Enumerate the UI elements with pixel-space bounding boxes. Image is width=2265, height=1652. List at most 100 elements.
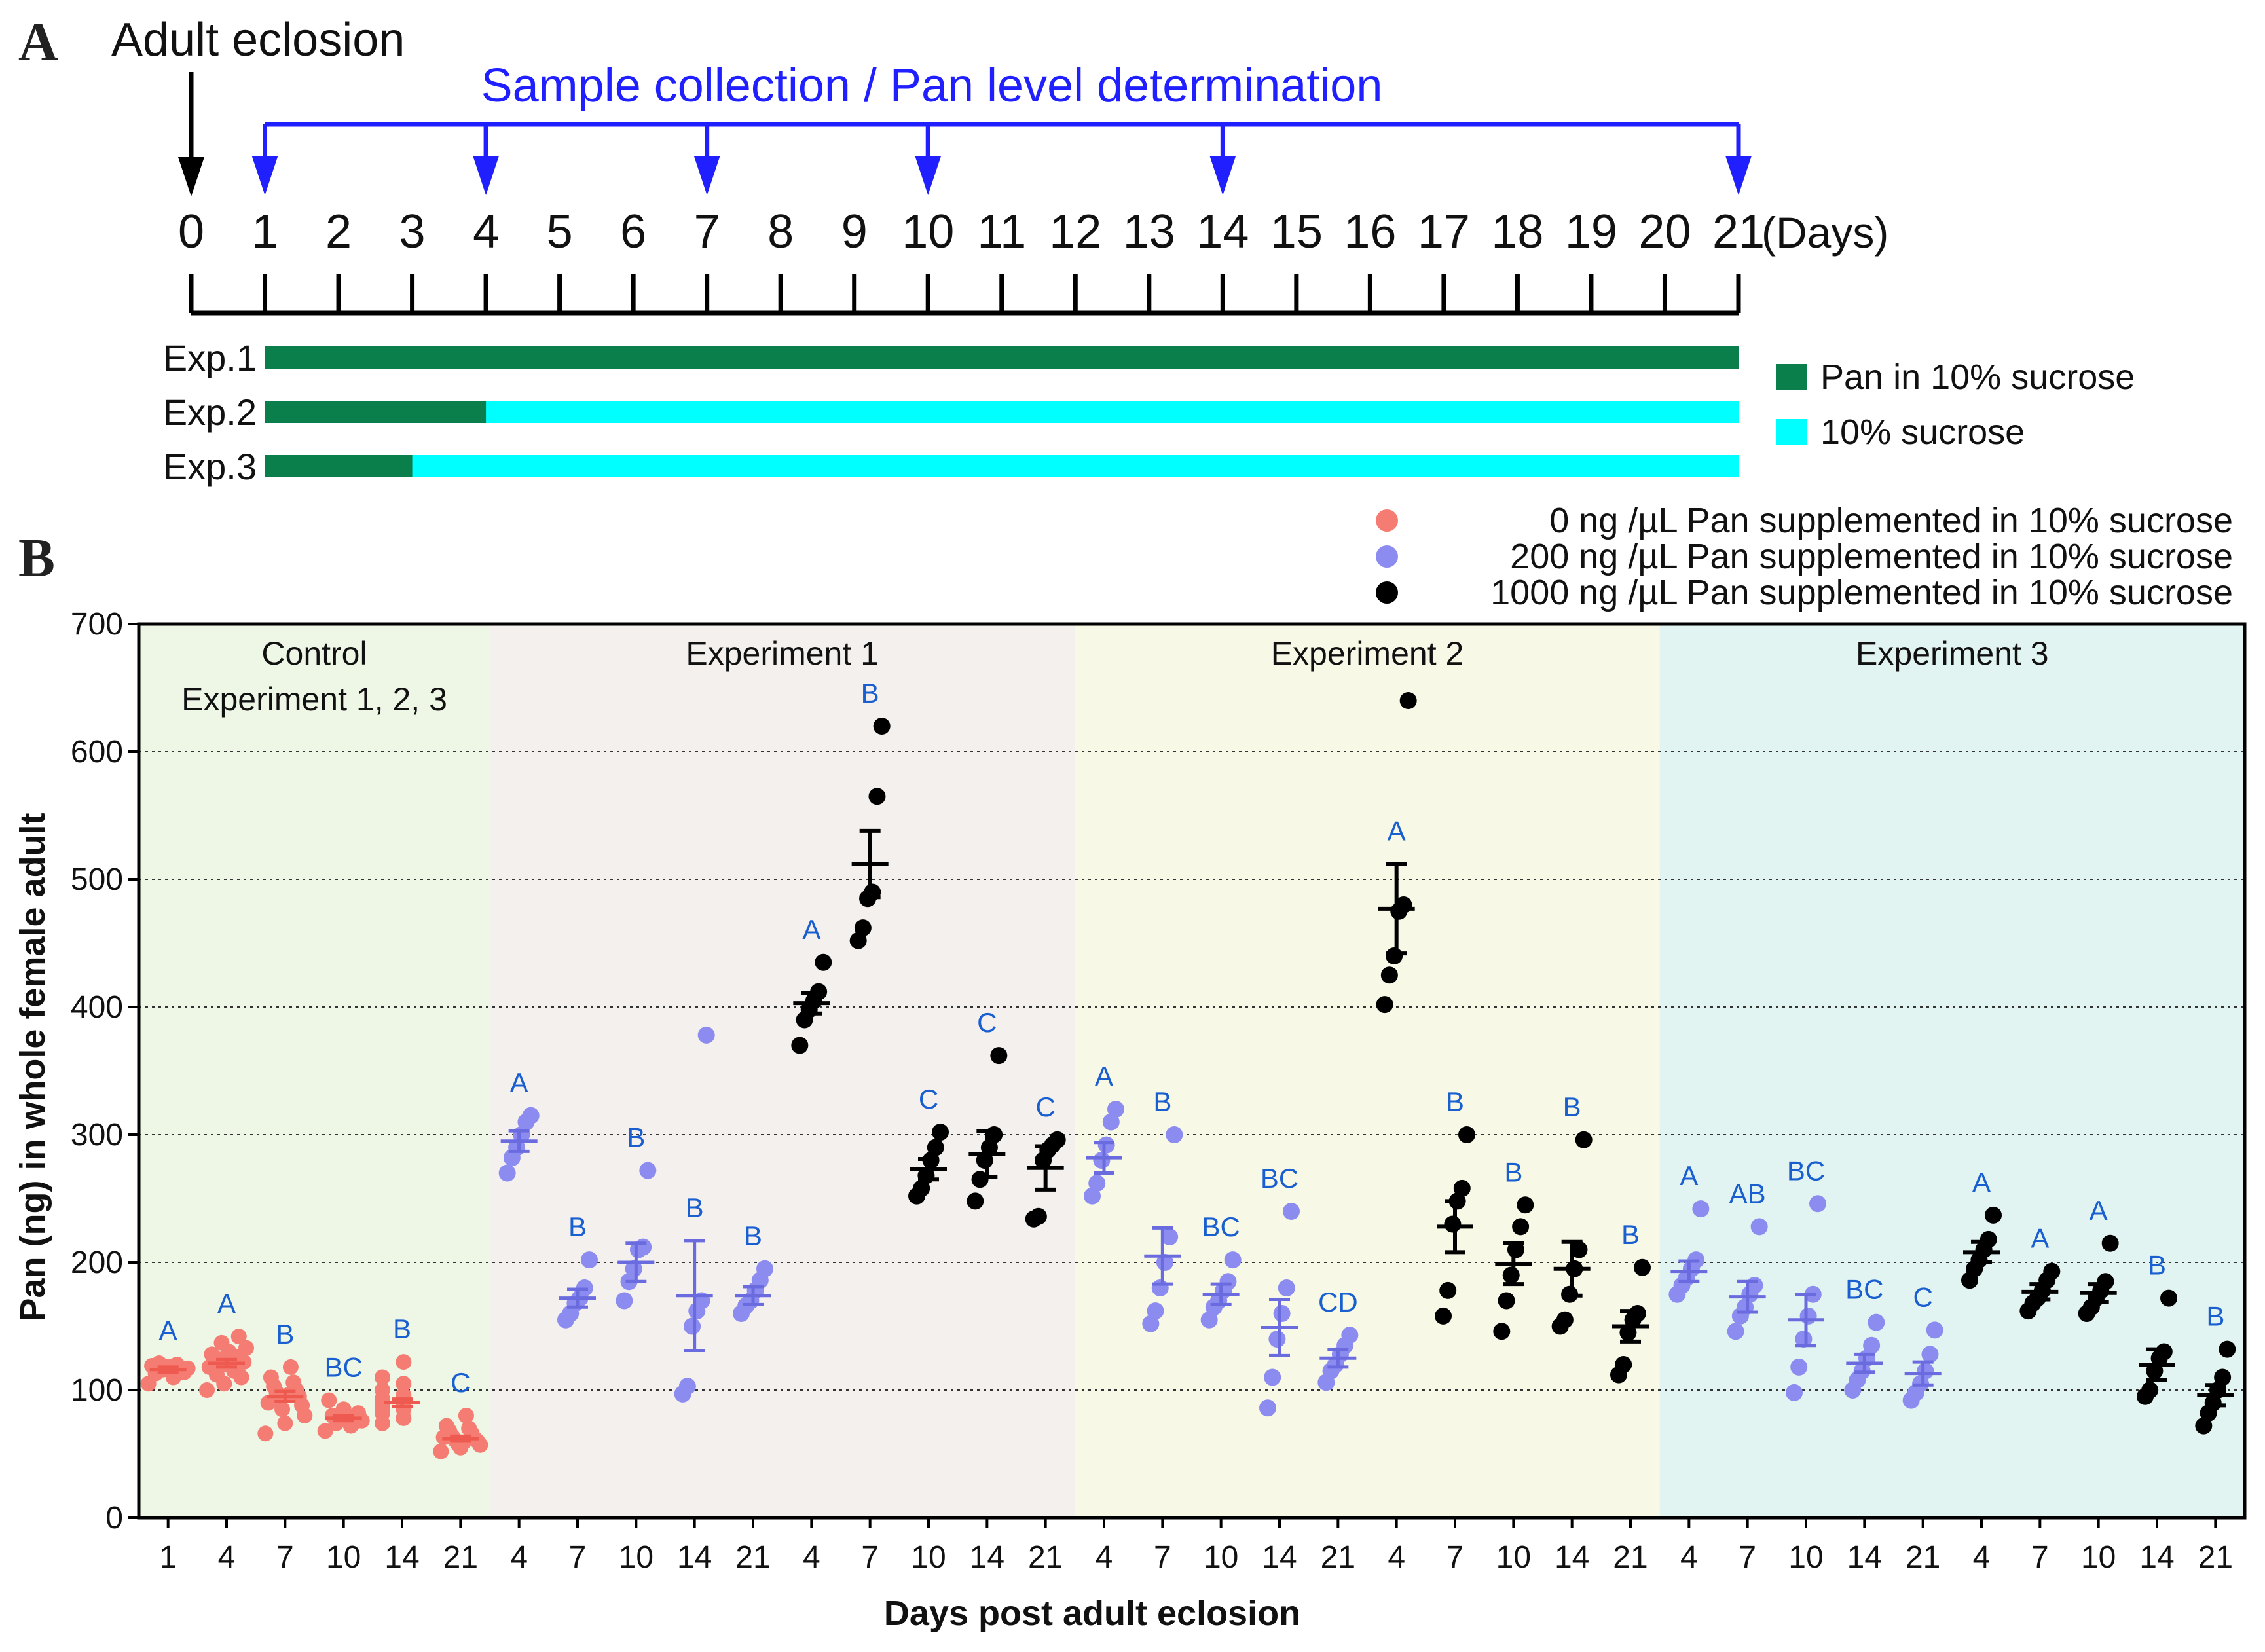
x-tick-label-r1-d14-1000: 14 <box>970 1540 1004 1575</box>
significance-letter-r3-d14-200: BC <box>1845 1274 1883 1305</box>
data-point-r2-d10-1000-5 <box>1517 1196 1534 1214</box>
data-point-r2-d14-1000-1 <box>1556 1311 1574 1329</box>
x-tick-label-r2-d4-1000: 4 <box>1388 1540 1405 1575</box>
significance-letter-r2-d14-200: BC <box>1261 1163 1298 1194</box>
sampling-arrow-head-day7 <box>693 156 720 195</box>
x-tick-label-r3-d4-1000: 4 <box>1973 1540 1991 1575</box>
significance-letter-r2-d10-200: BC <box>1202 1211 1240 1242</box>
y-tick-label-500: 500 <box>71 862 123 897</box>
data-point-r1-d7-1000-5 <box>873 718 891 735</box>
data-point-r1-d4-200-0 <box>498 1164 516 1182</box>
data-point-r0-d21-0-10 <box>461 1420 477 1437</box>
day-label-8: 8 <box>767 206 794 258</box>
data-point-r0-d14-0-11 <box>396 1354 412 1370</box>
x-tick-label-r3-d21-200: 21 <box>1906 1540 1940 1575</box>
data-point-r3-d7-1000-5 <box>2043 1262 2061 1280</box>
data-point-r2-d7-1000-1 <box>1439 1281 1457 1299</box>
data-point-r0-d14-0-10 <box>375 1369 390 1386</box>
data-point-r2-d21-1000-1 <box>1615 1356 1632 1373</box>
data-point-r3-d10-200-3 <box>1799 1307 1817 1325</box>
data-point-r1-d14-200-1 <box>678 1378 696 1395</box>
data-point-r1-d14-1000-0 <box>967 1192 984 1210</box>
day-label-12: 12 <box>1049 206 1101 258</box>
data-point-r3-d10-200-2 <box>1795 1331 1813 1348</box>
day-label-1: 1 <box>252 206 278 258</box>
data-point-r0-d7-0-1 <box>277 1415 293 1431</box>
data-point-r1-d21-200-5 <box>756 1260 773 1277</box>
data-point-r2-d21-1000-5 <box>1634 1258 1651 1276</box>
x-tick-label-r2-d7-1000: 7 <box>1446 1540 1464 1575</box>
data-point-r1-d21-1000-5 <box>1048 1131 1066 1148</box>
x-tick-label-r2-d21-200: 21 <box>1321 1540 1355 1575</box>
significance-letter-r3-d21-1000: B <box>2206 1301 2224 1332</box>
data-point-r0-d14-0-8 <box>375 1382 390 1398</box>
x-tick-label-r1-d4-200: 4 <box>510 1540 528 1575</box>
data-point-r2-d10-200-4 <box>1219 1273 1237 1291</box>
x-tick-label-r1-d21-1000: 21 <box>1028 1540 1063 1575</box>
data-point-r2-d10-1000-4 <box>1512 1218 1530 1236</box>
experiment-sucrose-bar-2 <box>265 401 1739 423</box>
data-point-r1-d21-1000-1 <box>1029 1207 1047 1225</box>
day-label-17: 17 <box>1418 206 1470 258</box>
y-tick-label-100: 100 <box>71 1373 123 1408</box>
significance-letter-r2-d7-1000: B <box>1446 1086 1464 1117</box>
data-point-r1-d10-200-5 <box>639 1162 657 1179</box>
data-point-r2-d7-200-4 <box>1161 1228 1179 1245</box>
experiment-label-1: Exp.1 <box>163 337 257 378</box>
data-point-r3-d14-1000-1 <box>2141 1382 2159 1399</box>
significance-letter-r0-d21-0: C <box>451 1367 470 1398</box>
significance-letter-r0-d1-0: A <box>159 1315 177 1346</box>
data-point-r0-d21-0-0 <box>433 1443 449 1459</box>
data-point-r1-d7-200-5 <box>581 1251 598 1269</box>
significance-letter-r0-d14-0: B <box>393 1313 411 1344</box>
x-tick-label-r2-d10-200: 10 <box>1204 1540 1238 1575</box>
data-point-r1-d7-1000-0 <box>849 932 867 949</box>
data-point-r3-d10-200-0 <box>1786 1384 1803 1401</box>
significance-letter-r3-d21-200: C <box>1913 1281 1932 1312</box>
scatter-chart: Control Experiment 1, 2, 3 Experiment 1 Exp… <box>71 607 2247 1575</box>
significance-letter-r3-d7-200: AB <box>1729 1178 1766 1209</box>
panel-b-letter: B <box>18 528 55 589</box>
data-point-r2-d7-200-1 <box>1147 1302 1164 1320</box>
sampling-arrow-head-day4 <box>473 156 500 195</box>
data-point-r0-d4-0-10 <box>204 1346 220 1363</box>
data-point-r0-d7-0-11 <box>263 1369 279 1386</box>
x-tick-label-r2-d7-200: 7 <box>1154 1540 1171 1575</box>
legend-swatch-sucrose <box>1776 419 1807 445</box>
data-point-r2-d21-200-5 <box>1341 1327 1359 1344</box>
day-label-20: 20 <box>1638 206 1691 258</box>
data-point-r2-d4-200-1 <box>1088 1175 1106 1192</box>
legend-label-sucrose: 10% sucrose <box>1820 413 2025 452</box>
data-point-r3-d10-1000-5 <box>2101 1234 2119 1252</box>
data-point-r0-d4-0-14 <box>230 1329 247 1345</box>
data-point-r3-d4-1000-5 <box>1985 1206 2002 1224</box>
data-point-r1-d10-200-0 <box>616 1292 633 1310</box>
legend-dot-1000ng <box>1376 581 1398 604</box>
data-point-r2-d14-200-4 <box>1278 1279 1295 1296</box>
x-tick-label-r0-d14-0: 14 <box>384 1540 419 1575</box>
data-point-r0-d7-0-10 <box>285 1374 302 1391</box>
data-point-r1-d7-1000-4 <box>868 788 886 805</box>
data-point-r2-d14-200-1 <box>1264 1368 1281 1386</box>
x-tick-label-r1-d10-200: 10 <box>619 1540 654 1575</box>
data-point-r1-d4-1000-0 <box>791 1037 809 1054</box>
y-tick-label-200: 200 <box>71 1245 123 1280</box>
timeline: 0 1 2 3 4 5 6 7 8 9 10 11 12 13 14 15 16 17 18 19 20 21(Days) <box>178 72 1888 316</box>
experiment-label-2: Exp.2 <box>163 392 257 433</box>
x-tick-label-r1-d10-1000: 10 <box>911 1540 946 1575</box>
data-point-r1-d7-1000-1 <box>854 919 872 937</box>
eclosion-label: Adult eclosion <box>111 14 405 66</box>
data-point-r0-d7-0-12 <box>282 1359 299 1375</box>
day-label-19: 19 <box>1565 206 1617 258</box>
significance-letter-r1-d4-200: A <box>510 1067 528 1098</box>
y-tick-label-700: 700 <box>71 607 123 642</box>
data-point-r2-d7-1000-4 <box>1453 1179 1471 1197</box>
data-point-r2-d10-200-5 <box>1224 1251 1242 1269</box>
data-point-r3-d14-200-4 <box>1863 1336 1881 1354</box>
data-point-r2-d7-1000-2 <box>1444 1215 1462 1233</box>
x-tick-label-r0-d10-0: 10 <box>326 1540 361 1575</box>
significance-letter-r1-d7-1000: B <box>861 678 879 708</box>
significance-letter-r2-d21-1000: B <box>1621 1219 1640 1250</box>
data-point-r1-d14-200-5 <box>697 1026 715 1044</box>
